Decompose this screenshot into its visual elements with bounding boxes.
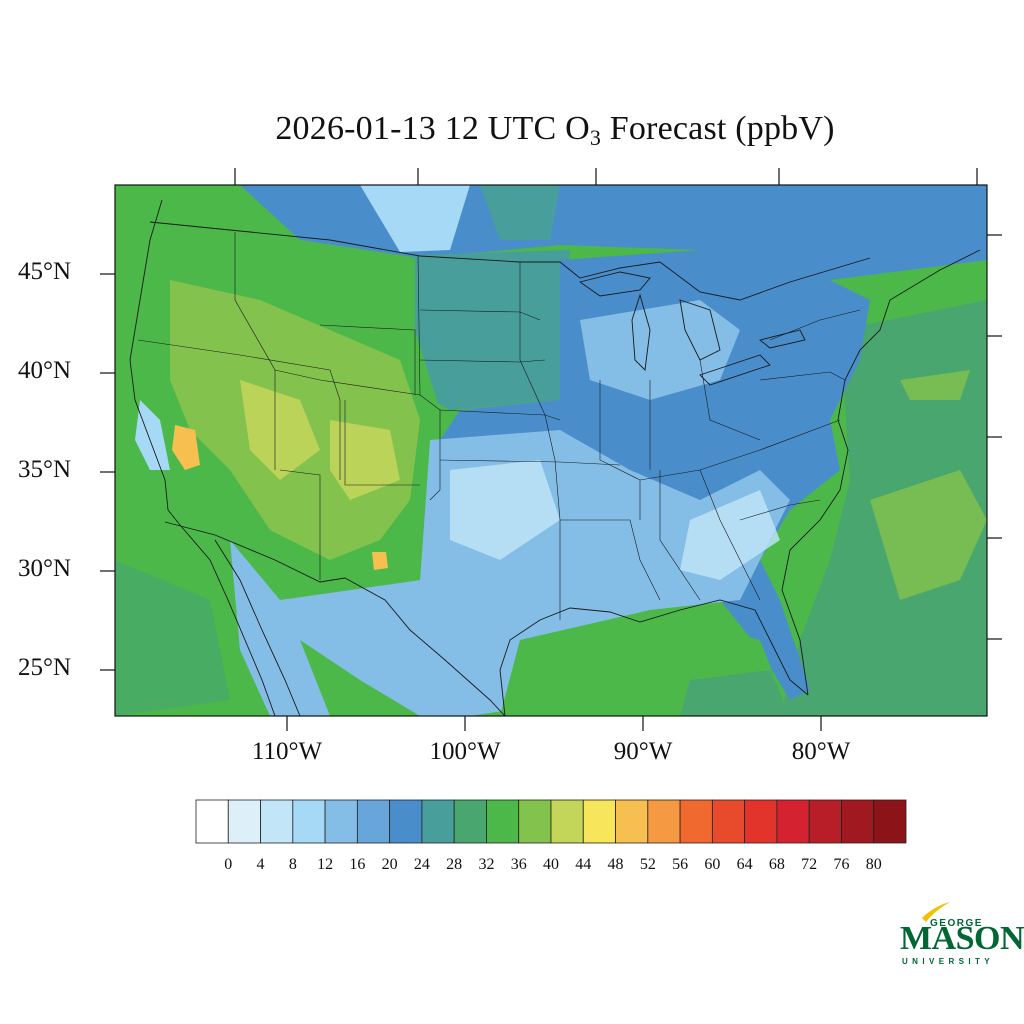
lat-label: 25°N <box>18 654 72 681</box>
ozone-field <box>115 185 987 716</box>
colorbar-tick-label: 32 <box>478 856 495 873</box>
colorbar-swatch <box>744 799 778 844</box>
lake-michigan <box>631 293 651 371</box>
canada-green <box>480 185 560 240</box>
lake-superior <box>578 271 651 297</box>
pacific-coast <box>135 400 170 470</box>
colorbar-swatch <box>679 799 713 844</box>
mexico-coast-line <box>214 539 301 716</box>
us-canada-border <box>149 221 871 301</box>
mexico-coast <box>230 540 330 716</box>
colorbar-swatch <box>615 799 649 844</box>
colorbar-swatch <box>486 799 520 844</box>
colorbar-tick-label: 72 <box>801 856 818 873</box>
us-mexico-border <box>164 521 506 716</box>
colorbar-tick-label: 60 <box>704 856 721 873</box>
left-ticks <box>100 273 115 671</box>
rockies-yellow <box>240 380 320 480</box>
colorbar-tick-label: 68 <box>768 856 785 873</box>
lon-label: 100°W <box>429 738 501 765</box>
west-coast <box>129 199 181 526</box>
colorbar-swatch <box>421 799 455 844</box>
colorbar-swatch <box>195 799 229 844</box>
lat-label: 45°N <box>18 258 72 285</box>
university-logo: GEORGE MASON UNIVERSITY <box>896 898 1024 970</box>
colorbar-swatch <box>808 799 842 844</box>
logo-swoosh-icon <box>922 902 950 922</box>
atlantic-patch <box>870 470 987 600</box>
colorbar-tick-label: 24 <box>413 856 430 873</box>
south-field <box>280 430 790 716</box>
colorbar-swatch <box>292 799 326 844</box>
right-ticks <box>987 234 1002 640</box>
pacific-patch <box>115 560 230 716</box>
colorbar-swatch <box>550 799 584 844</box>
colorbar-swatch <box>776 799 810 844</box>
texas-hotspot <box>372 552 388 570</box>
lon-label: 80°W <box>791 738 851 765</box>
colorbar-tick-label: 80 <box>865 856 882 873</box>
california-hotspot <box>172 425 200 470</box>
south-highlight <box>450 460 560 560</box>
lat-label: 40°N <box>18 357 72 384</box>
map-frame <box>114 184 988 717</box>
colorbar-swatch <box>324 799 358 844</box>
colorbar-swatch <box>647 799 681 844</box>
top-ticks <box>234 168 978 185</box>
colorbar-tick-label: 64 <box>736 856 753 873</box>
colorbar-tick-label: 56 <box>672 856 689 873</box>
bottom-ticks <box>286 716 822 731</box>
colorbar-swatch <box>873 799 907 844</box>
colorbar-tick-label: 20 <box>381 856 398 873</box>
colorbar-tick-label: 4 <box>256 856 265 873</box>
colorbar-swatch <box>356 799 391 844</box>
colorbar-tick-label: 76 <box>833 856 850 873</box>
lon-label: 90°W <box>613 738 673 765</box>
colorbar-swatch <box>260 799 294 844</box>
colorbar-tick-label: 48 <box>607 856 624 873</box>
colorbar-tick-label: 16 <box>349 856 366 873</box>
logo-mason: MASON <box>900 920 1024 957</box>
atlantic-patch <box>900 370 970 400</box>
gulf-coast <box>499 599 809 716</box>
baja-coast <box>179 524 276 716</box>
colorbar-tick-label: 44 <box>575 856 592 873</box>
colorbar <box>195 799 907 844</box>
colorbar-swatch <box>582 799 616 844</box>
colorbar-tick-label: 12 <box>317 856 334 873</box>
rockies-yellow <box>330 420 400 500</box>
colorbar-swatch <box>389 799 423 844</box>
boundaries <box>129 199 981 716</box>
colorbar-tick-label: 40 <box>543 856 559 873</box>
colorbar-tick-label: 0 <box>224 856 233 873</box>
logo-george: GEORGE <box>930 918 983 929</box>
lat-label: 30°N <box>18 555 72 582</box>
lake-erie <box>699 354 771 386</box>
colorbar-tick-label: 36 <box>510 856 527 873</box>
plains-field <box>410 250 570 410</box>
colorbar-swatch <box>518 799 552 844</box>
atlantic-coast <box>781 249 981 696</box>
logo-university: UNIVERSITY <box>902 957 995 966</box>
colorbar-swatch <box>227 799 261 844</box>
canada-lightband <box>360 185 470 252</box>
lat-label: 35°N <box>18 456 72 483</box>
colorbar-tick-label: 52 <box>639 856 656 873</box>
colorbar-swatch <box>453 799 487 844</box>
colorbar-tick-label: 8 <box>288 856 297 873</box>
colorbar-tick-label: 28 <box>446 856 463 873</box>
colorbar-swatch <box>711 799 746 844</box>
southeast-highlight <box>680 490 780 580</box>
map-title: 2026-01-13 12 UTC O3 Forecast (ppbV) <box>275 110 835 150</box>
lon-label: 110°W <box>251 738 323 765</box>
colorbar-swatch <box>841 799 875 844</box>
gulf-south <box>680 670 790 716</box>
lake-huron <box>679 299 721 361</box>
